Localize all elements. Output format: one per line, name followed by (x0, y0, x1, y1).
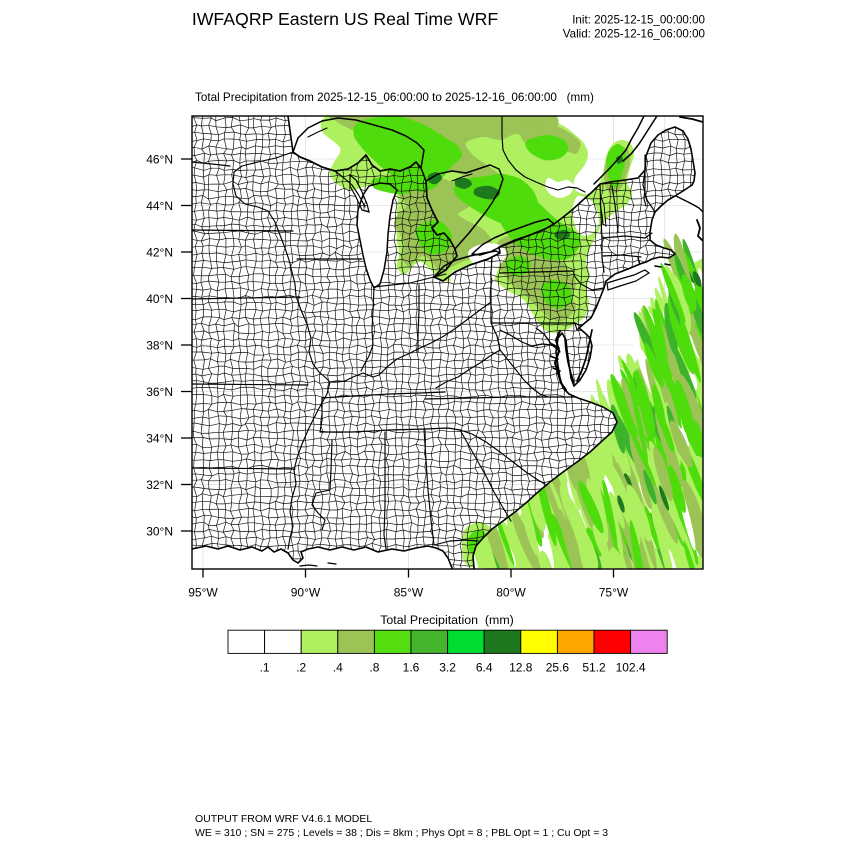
svg-text:95°W: 95°W (188, 586, 218, 600)
svg-text:.1: .1 (260, 661, 270, 675)
svg-text:OUTPUT FROM WRF V4.6.1 MODEL: OUTPUT FROM WRF V4.6.1 MODEL (195, 813, 372, 825)
svg-text:34°N: 34°N (146, 431, 173, 445)
svg-text:.8: .8 (369, 661, 379, 675)
svg-text:WE = 310 ; SN = 275 ; Levels =: WE = 310 ; SN = 275 ; Levels = 38 ; Dis … (195, 827, 608, 839)
svg-text:Total Precipitation (mm): Total Precipitation (mm) (380, 613, 514, 627)
svg-text:.4: .4 (333, 661, 343, 675)
svg-text:51.2: 51.2 (582, 661, 606, 675)
svg-text:36°N: 36°N (146, 385, 173, 399)
svg-text:Total Precipitation from 2025-: Total Precipitation from 2025-12-15_06:0… (195, 91, 594, 104)
svg-text:3.2: 3.2 (439, 661, 456, 675)
svg-text:40°N: 40°N (146, 292, 173, 306)
svg-text:Valid: 2025-12-16_06:00:00: Valid: 2025-12-16_06:00:00 (563, 28, 705, 41)
svg-text:44°N: 44°N (146, 199, 173, 213)
svg-text:Init: 2025-12-15_00:00:00: Init: 2025-12-15_00:00:00 (572, 14, 705, 27)
svg-text:6.4: 6.4 (476, 661, 493, 675)
svg-text:85°W: 85°W (394, 586, 424, 600)
svg-text:42°N: 42°N (146, 245, 173, 259)
svg-text:IWFAQRP Eastern US Real Time W: IWFAQRP Eastern US Real Time WRF (192, 9, 499, 29)
svg-text:1.6: 1.6 (403, 661, 420, 675)
svg-text:102.4: 102.4 (616, 661, 646, 675)
svg-text:46°N: 46°N (146, 152, 173, 166)
svg-text:25.6: 25.6 (546, 661, 570, 675)
svg-text:.2: .2 (296, 661, 306, 675)
svg-text:38°N: 38°N (146, 338, 173, 352)
svg-text:32°N: 32°N (146, 478, 173, 492)
svg-text:90°W: 90°W (291, 586, 321, 600)
svg-text:80°W: 80°W (496, 586, 526, 600)
svg-text:12.8: 12.8 (509, 661, 533, 675)
svg-text:30°N: 30°N (146, 524, 173, 538)
svg-text:75°W: 75°W (599, 586, 629, 600)
